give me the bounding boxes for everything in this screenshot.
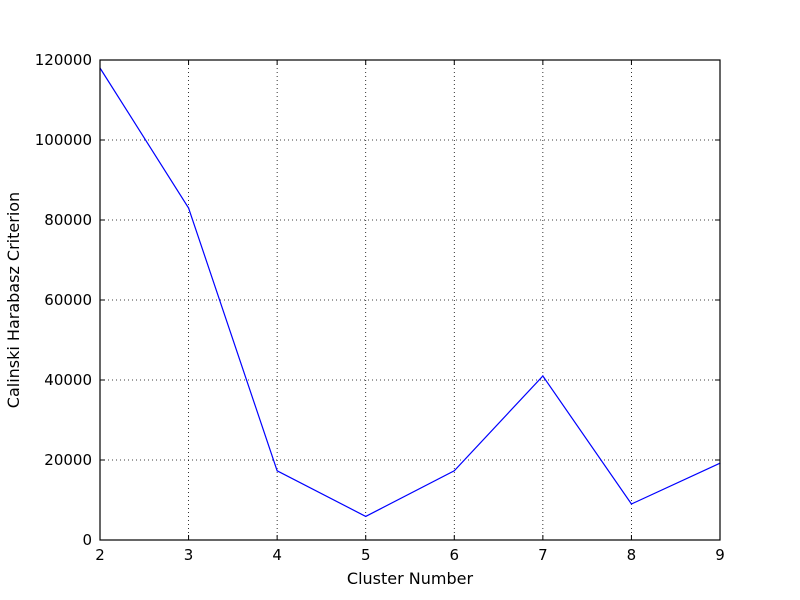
data-point <box>630 503 633 505</box>
y-tick-label: 80000 <box>44 211 92 229</box>
x-tick-label: 6 <box>450 546 460 564</box>
series-layer <box>99 67 721 518</box>
ticks: 2 3 4 5 6 7 8 9 0 20000 40000 60000 80000 100000 12000… <box>35 51 725 564</box>
series-line <box>99 67 721 518</box>
y-tick-label: 60000 <box>44 291 92 309</box>
data-point <box>276 470 278 472</box>
x-tick-label: 9 <box>715 546 725 564</box>
data-point <box>542 375 544 377</box>
data-point <box>453 470 455 472</box>
y-axis-label: Calinski Harabasz Criterion <box>4 192 23 408</box>
y-tick-label: 100000 <box>35 131 92 149</box>
x-tick-label: 5 <box>361 546 371 564</box>
x-tick-label: 2 <box>95 546 105 564</box>
grid <box>100 60 720 540</box>
x-axis-label: Cluster Number <box>347 569 474 588</box>
y-tick-label: 0 <box>82 531 92 549</box>
x-tick-label: 4 <box>272 546 282 564</box>
data-point <box>187 207 190 209</box>
y-tick-label: 120000 <box>35 51 92 69</box>
x-tick-label: 8 <box>627 546 637 564</box>
y-tick-label: 20000 <box>44 451 92 469</box>
data-point <box>365 515 367 518</box>
y-tick-label: 40000 <box>44 371 92 389</box>
x-tick-label: 7 <box>538 546 548 564</box>
x-tick-label: 3 <box>184 546 194 564</box>
